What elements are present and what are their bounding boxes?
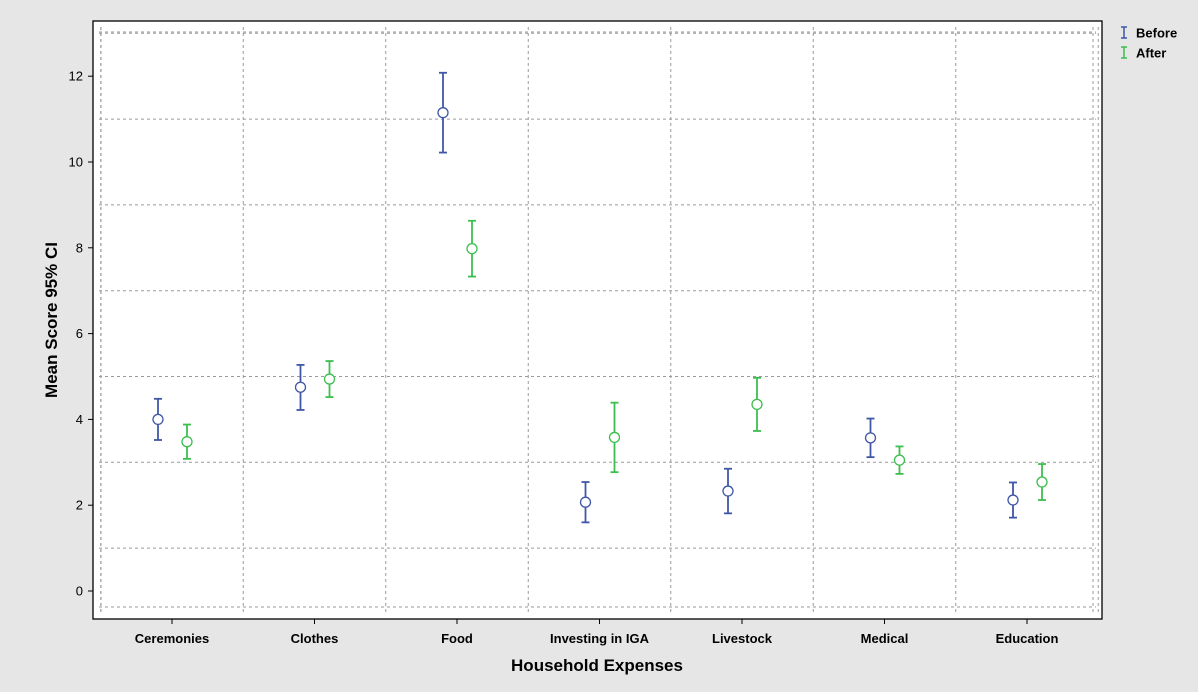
x-tick-label: Clothes: [291, 631, 339, 646]
data-marks: [152, 71, 1048, 524]
mean-marker: [751, 398, 763, 411]
mean-marker: [1036, 476, 1048, 488]
grid: [99, 27, 1099, 613]
mean-marker: [294, 381, 307, 393]
x-tick-label: Medical: [861, 631, 909, 646]
mean-marker: [437, 107, 449, 119]
y-tick-label: 8: [76, 240, 83, 255]
plot-area: [93, 21, 1102, 619]
x-axis-title: Household Expenses: [511, 656, 683, 675]
mean-marker: [579, 496, 592, 508]
plot-frame: [92, 20, 1103, 620]
y-tick-label: 10: [69, 155, 83, 170]
y-axis-title: Mean Score 95% CI: [42, 242, 61, 398]
x-tick-label: Livestock: [712, 631, 773, 646]
x-tick-label: Food: [441, 631, 473, 646]
mean-marker: [722, 485, 734, 497]
x-tick-label: Education: [996, 631, 1059, 646]
mean-marker: [466, 243, 478, 255]
axes: 0 2 4 6 8 10 12 Ceremonies Clothes Food Investing …: [69, 20, 1103, 646]
y-tick-label: 4: [76, 412, 83, 427]
y-tick-label: 0: [76, 584, 83, 599]
mean-marker: [893, 454, 906, 466]
y-tick-label: 6: [76, 326, 83, 341]
legend: Before After: [1121, 26, 1177, 61]
mean-marker: [864, 432, 877, 444]
legend-label: Before: [1136, 26, 1177, 41]
y-tick-label: 2: [76, 498, 83, 513]
legend-label: After: [1136, 46, 1166, 61]
y-tick-label: 12: [69, 69, 83, 84]
mean-marker: [608, 431, 621, 444]
mean-marker: [1007, 494, 1019, 506]
mean-marker: [181, 436, 193, 448]
x-tick-label: Ceremonies: [135, 631, 209, 646]
mean-marker: [152, 413, 164, 426]
x-tick-label: Investing in IGA: [550, 631, 650, 646]
mean-marker: [323, 373, 336, 385]
